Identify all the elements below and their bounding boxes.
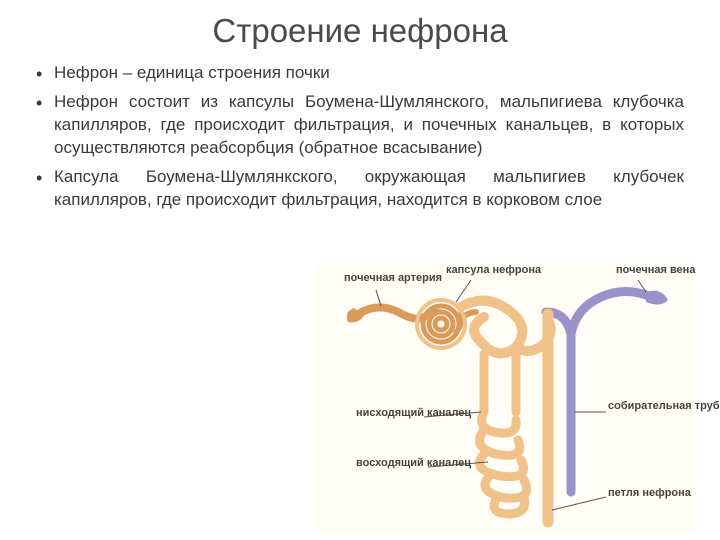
label-nephron-loop: петля нефрона (608, 487, 691, 499)
list-item: Нефрон – единица строения почки (36, 62, 684, 85)
label-nephron-capsule: капсула нефрона (446, 264, 541, 276)
page-title: Строение нефрона (36, 12, 684, 50)
label-renal-artery: почечная артерия (344, 272, 442, 284)
slide: Строение нефрона Нефрон – единица строен… (0, 0, 720, 540)
label-renal-vein: почечная вена (616, 264, 695, 276)
bullet-list: Нефрон – единица строения почки Нефрон с… (36, 62, 684, 212)
list-item: Капсула Боумена-Шумлянкского, окружающая… (36, 166, 684, 212)
nephron-diagram: почечная артерия капсула нефрона почечна… (316, 262, 696, 532)
label-collecting-duct: собирательная трубка (608, 400, 720, 412)
list-item: Нефрон состоит из капсулы Боумена-Шумлян… (36, 91, 684, 160)
label-ascending-tubule: восходящий каналец (356, 457, 471, 469)
label-descending-tubule: нисходящий каналец (356, 407, 471, 419)
